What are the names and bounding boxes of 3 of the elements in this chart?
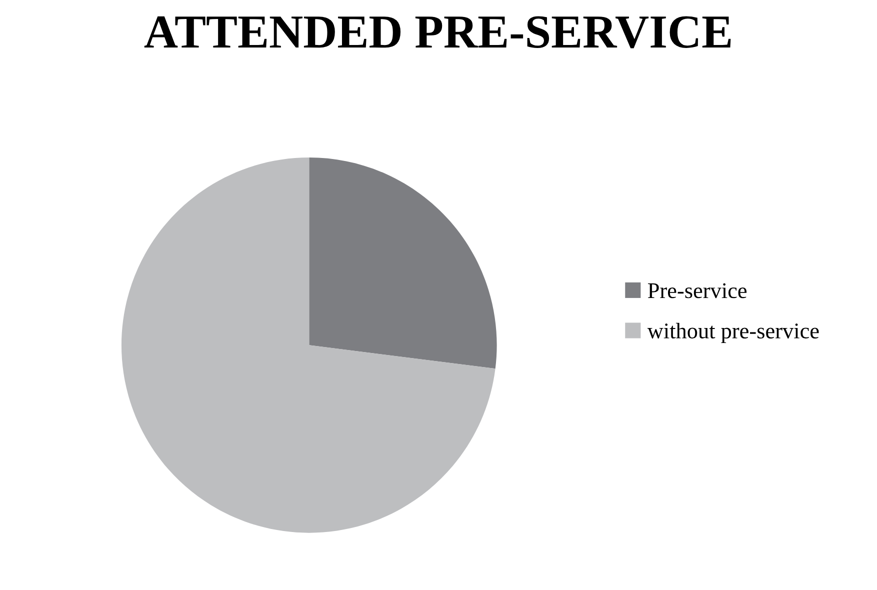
chart-title: ATTENDED PRE-SERVICE: [144, 16, 731, 48]
legend-label: Pre-service: [648, 283, 747, 298]
legend-label: without pre-service: [647, 322, 819, 343]
